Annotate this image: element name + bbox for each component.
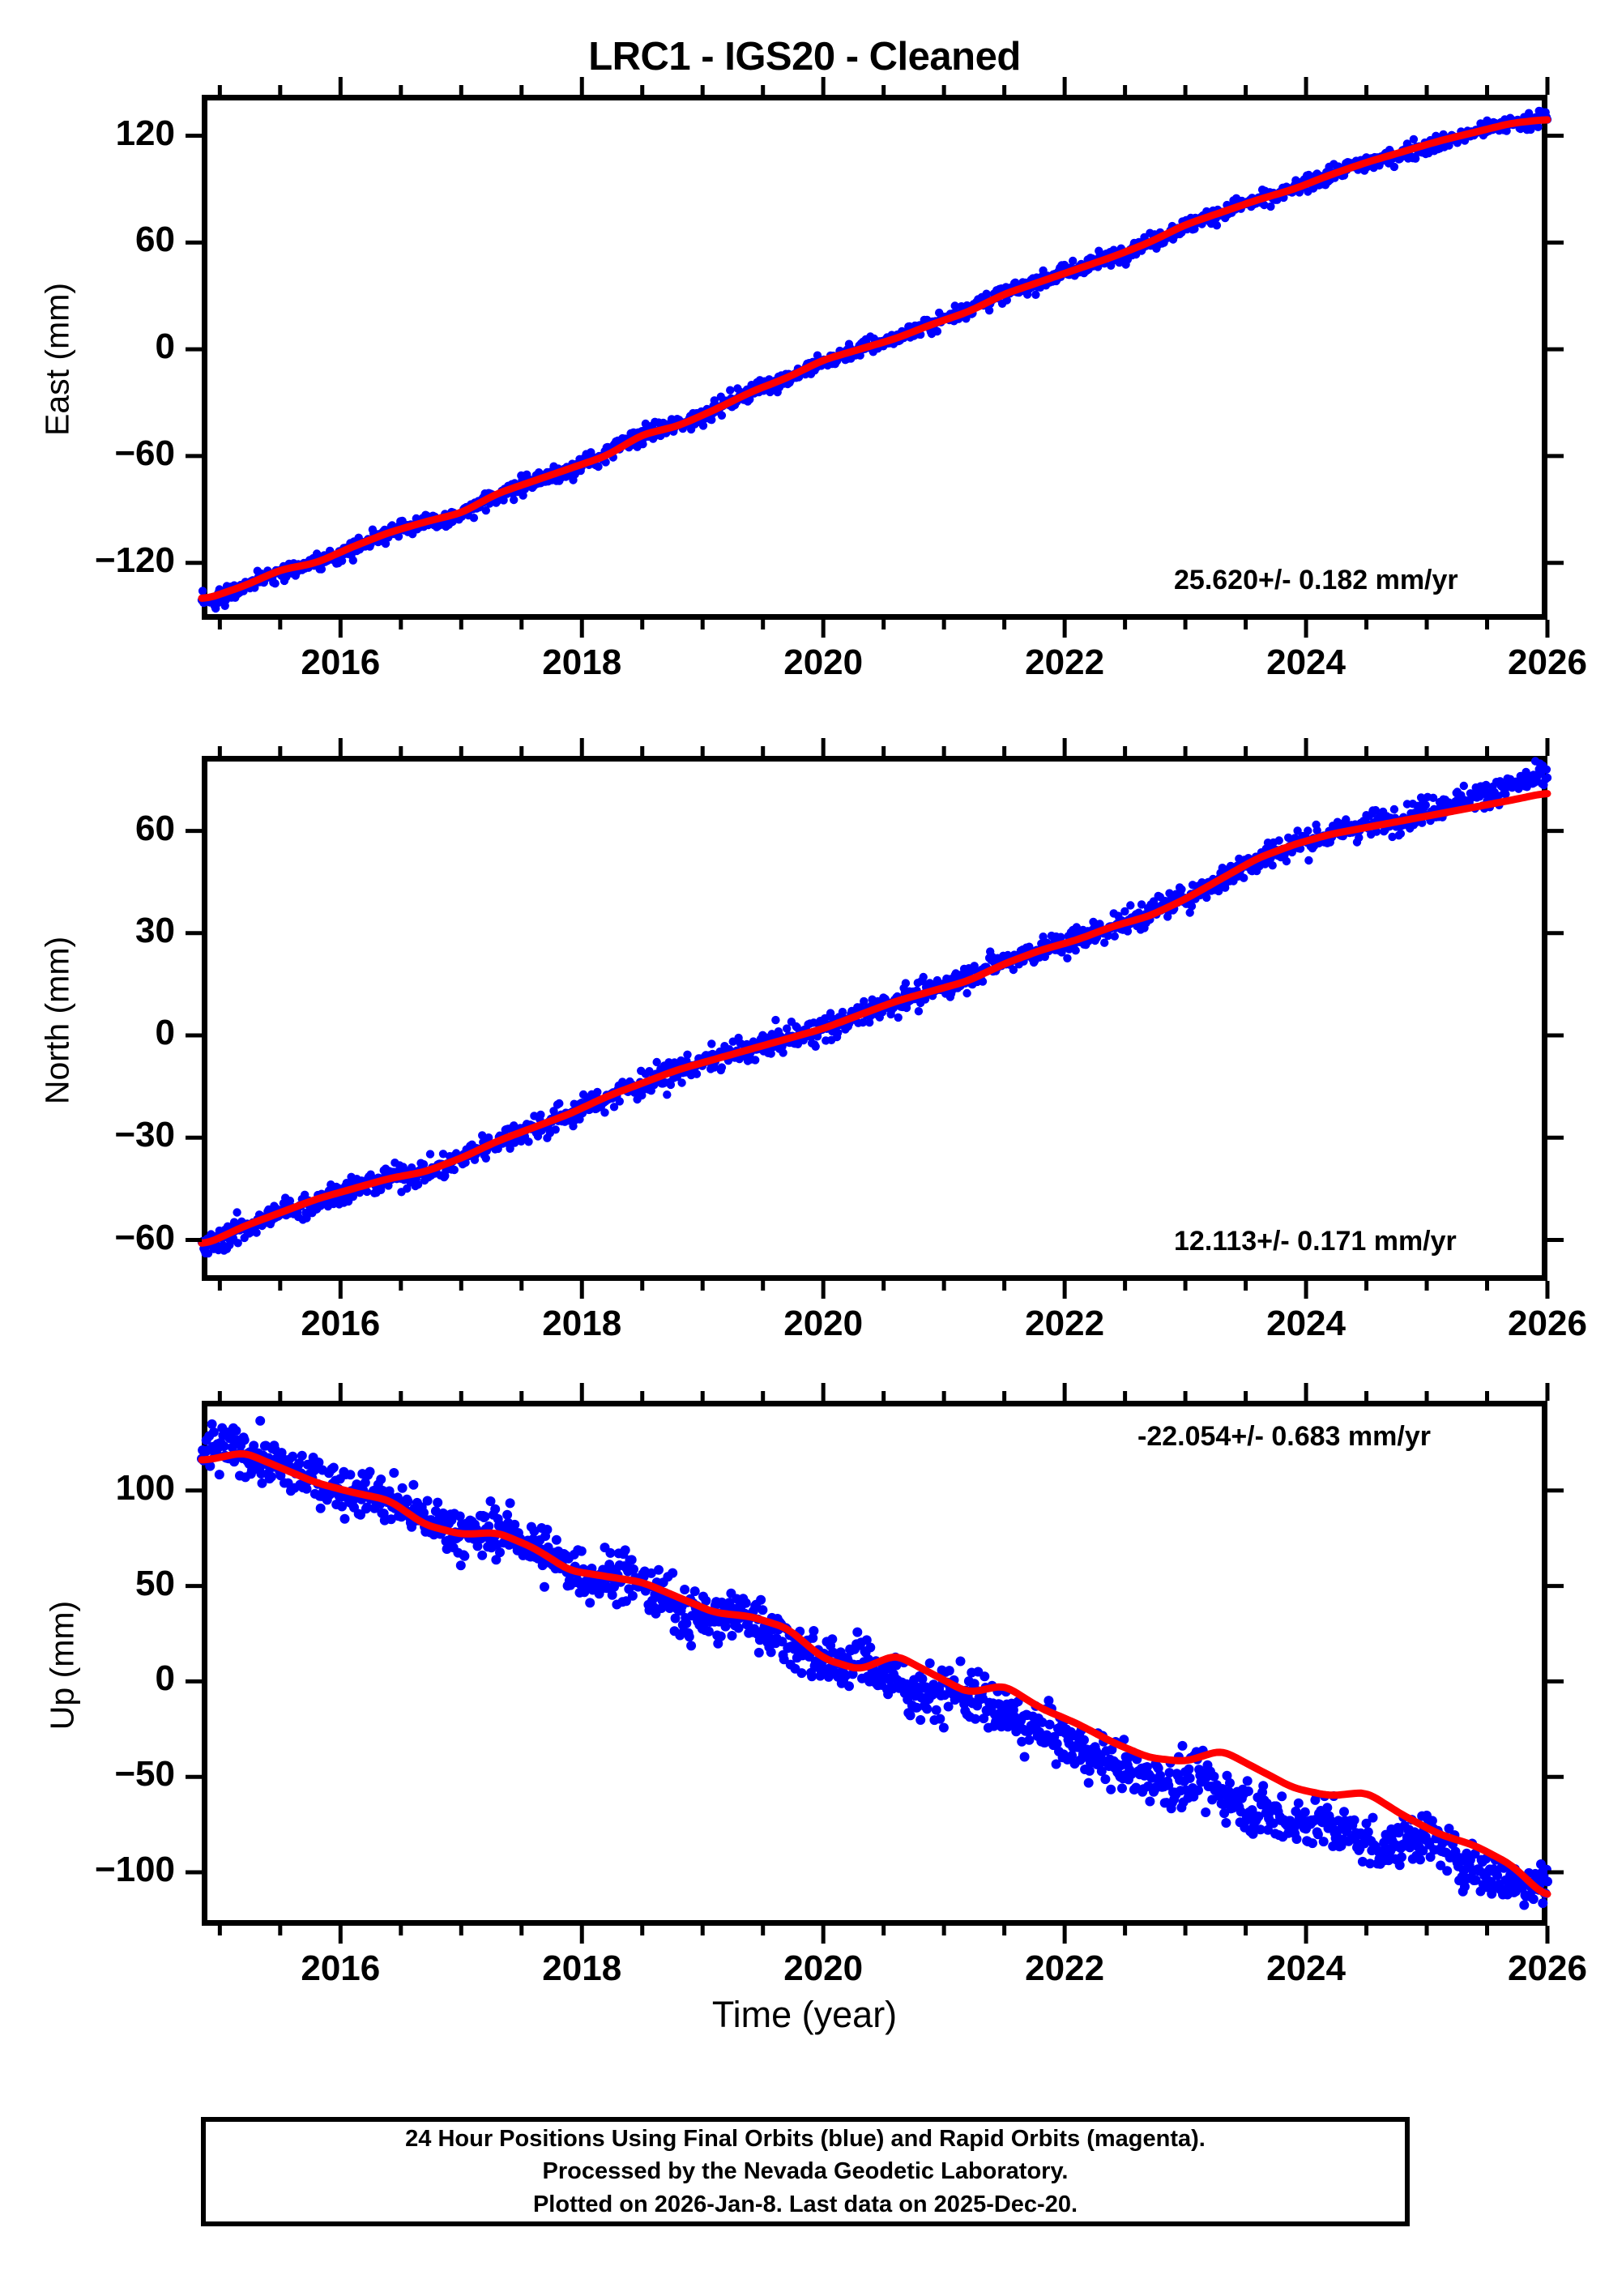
x-tick-label: 2026 — [1508, 642, 1587, 682]
trend-line — [198, 1450, 1551, 1898]
y-tick-label: −30 — [114, 1115, 175, 1155]
axis-ticks — [186, 1383, 1564, 1944]
y-tick-label: −50 — [114, 1754, 175, 1795]
page-title: LRC1 - IGS20 - Cleaned — [588, 35, 1021, 79]
y-tick-label: 0 — [155, 1013, 175, 1053]
y-tick-label: −100 — [94, 1850, 175, 1890]
x-tick-label: 2020 — [783, 642, 864, 682]
x-tick-label: 2016 — [301, 642, 381, 682]
x-tick-label: 2018 — [542, 642, 622, 682]
panel-north-rate-annotation: 12.113+/- 0.171 mm/yr — [1174, 1226, 1457, 1257]
caption-line-2: Processed by the Nevada Geodetic Laborat… — [542, 2158, 1069, 2185]
y-tick-label: 50 — [135, 1563, 175, 1603]
panel-east-plot-area — [186, 77, 1564, 638]
panel-north — [186, 738, 1564, 1299]
y-tick-label: −60 — [114, 433, 175, 473]
y-tick-label: 0 — [155, 326, 175, 367]
caption-line-3: Plotted on 2026-Jan-8. Last data on 2025… — [532, 2191, 1078, 2217]
panel-east — [186, 77, 1564, 638]
y-tick-label: 30 — [135, 910, 175, 950]
x-tick-label: 2018 — [542, 1948, 622, 1988]
x-tick-label: 2020 — [783, 1304, 864, 1343]
panel-north-plot-area — [186, 738, 1564, 1299]
axis-ticks — [186, 738, 1564, 1299]
y-tick-label: −120 — [94, 540, 175, 580]
panel-east-rate-annotation: 25.620+/- 0.182 mm/yr — [1174, 565, 1458, 595]
x-tick-label: 2026 — [1508, 1304, 1587, 1343]
x-tick-label: 2016 — [301, 1304, 381, 1343]
x-tick-label: 2020 — [783, 1948, 864, 1988]
y-tick-label: 60 — [135, 808, 175, 848]
x-tick-label: 2024 — [1266, 642, 1346, 682]
caption-box: 24 Hour Positions Using Final Orbits (bl… — [201, 2117, 1410, 2226]
y-tick-label: 120 — [115, 113, 175, 153]
panel-up-plot-area — [186, 1383, 1564, 1944]
x-axis-label: Time (year) — [711, 1994, 898, 2035]
panel-up — [186, 1383, 1564, 1944]
x-tick-label: 2024 — [1266, 1304, 1346, 1343]
y-tick-label: 100 — [115, 1467, 175, 1508]
caption-line-1: 24 Hour Positions Using Final Orbits (bl… — [405, 2126, 1206, 2153]
y-tick-label: −60 — [114, 1217, 175, 1257]
x-tick-label: 2016 — [301, 1948, 381, 1988]
x-tick-label: 2022 — [1025, 642, 1105, 682]
x-tick-label: 2026 — [1508, 1948, 1587, 1988]
panel-up-rate-annotation: -22.054+/- 0.683 mm/yr — [1137, 1421, 1431, 1452]
x-tick-label: 2022 — [1025, 1948, 1105, 1988]
data-point-group — [197, 106, 1552, 613]
x-tick-label: 2018 — [542, 1304, 622, 1343]
axis-ticks — [186, 77, 1564, 638]
y-tick-label: 60 — [135, 220, 175, 260]
y-tick-label: 0 — [155, 1658, 175, 1699]
trend-line — [198, 790, 1551, 1247]
trend-line — [198, 116, 1551, 602]
x-tick-label: 2022 — [1025, 1304, 1105, 1343]
x-tick-label: 2024 — [1266, 1948, 1346, 1988]
